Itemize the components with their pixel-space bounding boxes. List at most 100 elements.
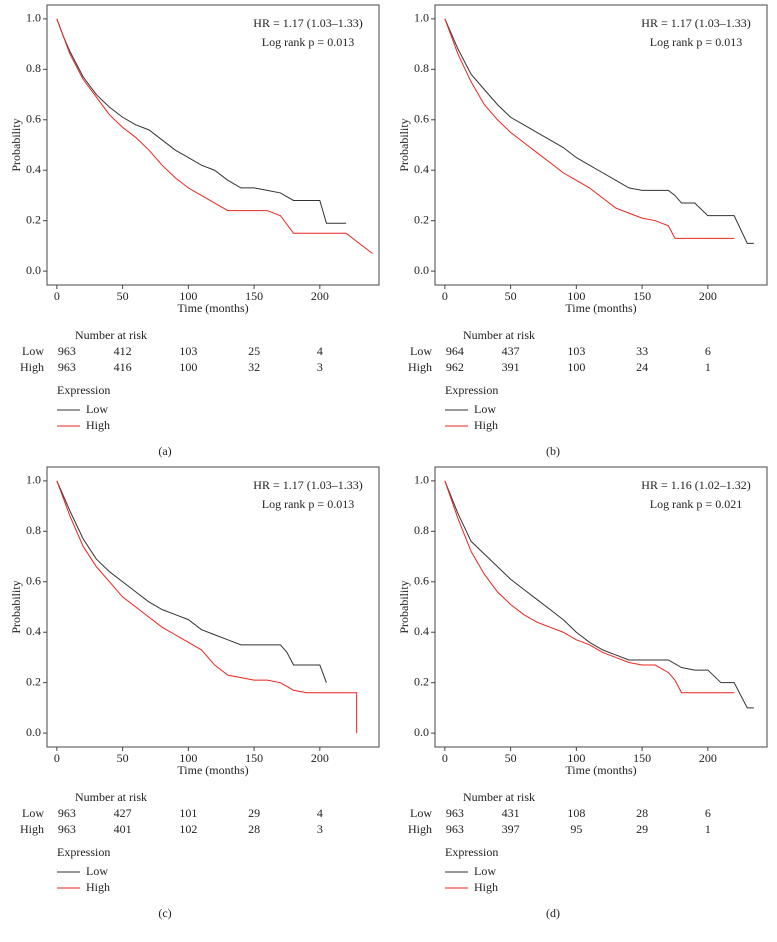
risk-count: 32 [248,360,260,374]
x-tick-label: 150 [245,289,263,303]
plot-frame [46,466,380,748]
risk-count: 963 [58,360,76,374]
risk-count: 3 [317,822,323,836]
km-panel: 0.0 0.2 0.4 0.6 0.8 1.0 0 50 100 150 200 Time (mont… [397,466,768,920]
risk-count: 100 [567,360,585,374]
y-tick-label: 0.6 [414,574,429,588]
x-tick-label: 0 [54,751,60,765]
risk-count: 962 [446,360,464,374]
x-tick-label: 150 [633,289,651,303]
risk-count: 1 [705,822,711,836]
y-tick-label: 0.4 [414,162,429,176]
y-tick-label: 0.8 [26,61,41,75]
x-tick-label: 100 [179,289,197,303]
y-tick-label: 0.4 [26,162,41,176]
y-tick-label: 0.4 [26,624,41,638]
risk-count: 431 [502,806,520,820]
legend-label: High [474,418,498,432]
panel-label: (d) [546,906,560,920]
risk-count: 108 [567,806,585,820]
annotation: HR = 1.17 (1.03–1.33) [641,16,750,30]
risk-count: 6 [705,806,711,820]
legend-label: Low [474,402,496,416]
risk-count: 397 [502,822,520,836]
risk-count: 416 [114,360,132,374]
risk-count: 963 [446,806,464,820]
annotation: Log rank p = 0.013 [262,35,354,49]
risk-count: 103 [567,344,585,358]
x-tick-label: 50 [505,751,517,765]
risk-count: 95 [570,822,582,836]
risk-count: 28 [636,806,648,820]
survival-curve [56,18,373,254]
x-tick-label: 100 [179,751,197,765]
risk-count: 4 [317,806,323,820]
y-tick-label: 0.4 [414,624,429,638]
risk-table-title: Number at risk [463,790,535,804]
risk-count: 24 [636,360,648,374]
x-tick-label: 150 [633,751,651,765]
x-tick-label: 100 [567,289,585,303]
risk-count: 102 [179,822,197,836]
x-tick-label: 50 [117,751,129,765]
y-axis-label: Probability [9,580,23,633]
risk-table-title: Number at risk [463,328,535,342]
risk-row-label: Low [22,806,44,820]
survival-curve [56,480,327,683]
legend-label: Low [86,864,108,878]
km-panel: 0.0 0.2 0.4 0.6 0.8 1.0 0 50 100 150 200 Time (mont… [9,4,380,458]
plot-frame [434,4,768,286]
y-tick-label: 0.6 [26,574,41,588]
risk-count: 427 [114,806,132,820]
survival-curve [444,480,735,694]
risk-count: 101 [179,806,197,820]
legend-title: Expression [57,383,110,397]
y-tick-label: 1.0 [414,11,429,25]
y-tick-label: 1.0 [26,473,41,487]
risk-count: 412 [114,344,132,358]
y-tick-label: 0.2 [26,674,41,688]
risk-table-title: Number at risk [75,790,147,804]
y-tick-label: 0.0 [414,725,429,739]
x-axis-label: Time (months) [565,763,636,777]
y-tick-label: 0.6 [26,112,41,126]
panel-label: (a) [158,444,171,458]
survival-curve [56,18,347,224]
y-axis-label: Probability [9,118,23,171]
risk-count: 391 [502,360,520,374]
y-tick-label: 0.2 [414,212,429,226]
risk-row-label: Low [22,344,44,358]
risk-row-label: Low [410,344,432,358]
survival-curve [444,18,735,239]
annotation: Log rank p = 0.021 [650,497,742,511]
y-tick-label: 0.6 [414,112,429,126]
x-tick-label: 100 [567,751,585,765]
risk-count: 29 [248,806,260,820]
y-tick-label: 0.0 [26,725,41,739]
risk-count: 25 [248,344,260,358]
x-axis-label: Time (months) [177,301,248,315]
risk-count: 6 [705,344,711,358]
panel-label: (c) [158,906,171,920]
y-tick-label: 0.2 [414,674,429,688]
risk-table-title: Number at risk [75,328,147,342]
x-tick-label: 200 [699,751,717,765]
annotation: HR = 1.17 (1.03–1.33) [253,16,362,30]
annotation: Log rank p = 0.013 [650,35,742,49]
risk-count: 963 [446,822,464,836]
x-tick-label: 50 [117,289,129,303]
survival-curve [444,18,754,244]
y-axis-label: Probability [397,118,411,171]
panel-label: (b) [546,444,560,458]
risk-row-label: High [408,822,432,836]
risk-count: 4 [317,344,323,358]
legend-label: Low [474,864,496,878]
y-tick-label: 1.0 [414,473,429,487]
plot-frame [46,4,380,286]
x-tick-label: 0 [54,289,60,303]
legend-label: High [86,880,110,894]
risk-count: 3 [317,360,323,374]
legend-title: Expression [57,845,110,859]
legend-title: Expression [445,383,498,397]
